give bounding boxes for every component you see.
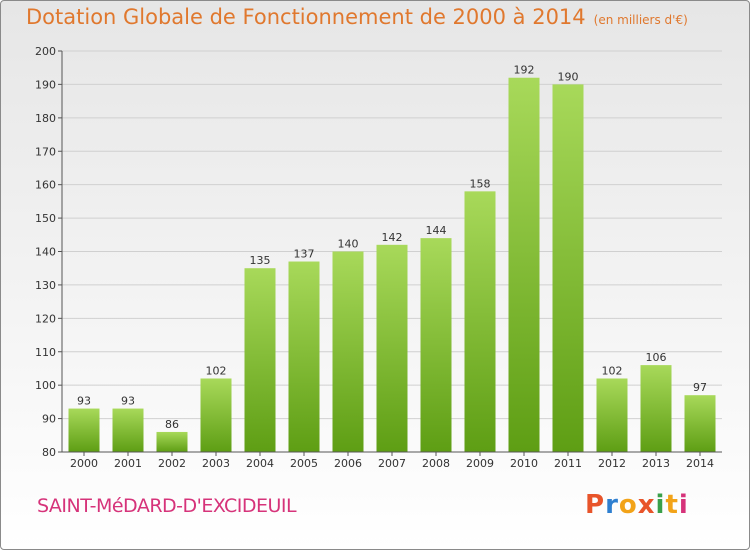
x-tick-label: 2001 bbox=[114, 457, 142, 470]
commune-name: SAINT-MéDARD-D'EXCIDEUIL bbox=[37, 495, 297, 517]
logo-letter: x bbox=[637, 490, 656, 520]
bar bbox=[112, 408, 144, 452]
chart-title: Dotation Globale de Fonctionnement de 20… bbox=[26, 5, 688, 29]
bar bbox=[420, 238, 452, 452]
logo-letter: P bbox=[585, 490, 606, 520]
bar-value-label: 102 bbox=[206, 364, 227, 377]
y-tick-label: 170 bbox=[35, 145, 56, 158]
x-tick-label: 2011 bbox=[554, 457, 582, 470]
x-tick-label: 2002 bbox=[158, 457, 186, 470]
bar bbox=[640, 365, 672, 452]
bar-value-label: 106 bbox=[646, 351, 667, 364]
bar-value-label: 93 bbox=[77, 395, 91, 408]
x-tick-label: 2006 bbox=[334, 457, 362, 470]
logo-letter: i bbox=[678, 490, 689, 520]
bar bbox=[156, 431, 188, 452]
bar bbox=[288, 261, 320, 452]
bar-value-label: 93 bbox=[121, 395, 135, 408]
bar-value-label: 144 bbox=[426, 224, 447, 237]
bar bbox=[596, 378, 628, 452]
bar-value-label: 97 bbox=[693, 381, 707, 394]
x-tick-label: 2013 bbox=[642, 457, 670, 470]
bar bbox=[244, 268, 276, 452]
bar bbox=[552, 84, 584, 453]
x-tick-label: 2007 bbox=[378, 457, 406, 470]
x-tick-label: 2009 bbox=[466, 457, 494, 470]
bar-value-label: 140 bbox=[338, 238, 359, 251]
x-tick-label: 2014 bbox=[686, 457, 714, 470]
y-tick-label: 150 bbox=[35, 212, 56, 225]
logo-letter: i bbox=[655, 490, 666, 520]
bar-value-label: 135 bbox=[250, 254, 271, 267]
x-tick-label: 2004 bbox=[246, 457, 274, 470]
y-tick-label: 120 bbox=[35, 312, 56, 325]
bar-value-label: 190 bbox=[558, 70, 579, 83]
bar-value-label: 102 bbox=[602, 364, 623, 377]
y-tick-label: 90 bbox=[42, 413, 56, 426]
x-tick-label: 2008 bbox=[422, 457, 450, 470]
proxiti-logo: Proxiti bbox=[585, 490, 689, 520]
y-tick-label: 190 bbox=[35, 78, 56, 91]
bar bbox=[68, 408, 100, 452]
y-tick-label: 160 bbox=[35, 179, 56, 192]
y-tick-label: 200 bbox=[35, 45, 56, 58]
title-text: Dotation Globale de Fonctionnement de 20… bbox=[26, 5, 586, 29]
logo-letter: r bbox=[605, 490, 619, 520]
logo-letter: o bbox=[618, 490, 638, 520]
y-tick-label: 130 bbox=[35, 279, 56, 292]
x-tick-label: 2012 bbox=[598, 457, 626, 470]
bar bbox=[464, 191, 496, 452]
x-tick-label: 2000 bbox=[70, 457, 98, 470]
bar-value-label: 158 bbox=[470, 177, 491, 190]
x-tick-label: 2005 bbox=[290, 457, 318, 470]
x-tick-label: 2010 bbox=[510, 457, 538, 470]
y-tick-label: 140 bbox=[35, 246, 56, 259]
y-tick-label: 110 bbox=[35, 346, 56, 359]
bar-value-label: 142 bbox=[382, 231, 403, 244]
bar bbox=[684, 395, 716, 452]
logo-letter: t bbox=[665, 490, 679, 520]
bar bbox=[200, 378, 232, 452]
bar bbox=[508, 77, 540, 452]
bar-value-label: 192 bbox=[514, 64, 535, 77]
y-tick-label: 80 bbox=[42, 446, 56, 459]
bar-value-label: 86 bbox=[165, 418, 179, 431]
y-tick-label: 180 bbox=[35, 112, 56, 125]
bar bbox=[332, 251, 364, 452]
bar-value-label: 137 bbox=[294, 248, 315, 261]
y-tick-label: 100 bbox=[35, 379, 56, 392]
unit-label: (en milliers d'€) bbox=[593, 13, 688, 27]
bar bbox=[376, 244, 408, 452]
x-tick-label: 2003 bbox=[202, 457, 230, 470]
